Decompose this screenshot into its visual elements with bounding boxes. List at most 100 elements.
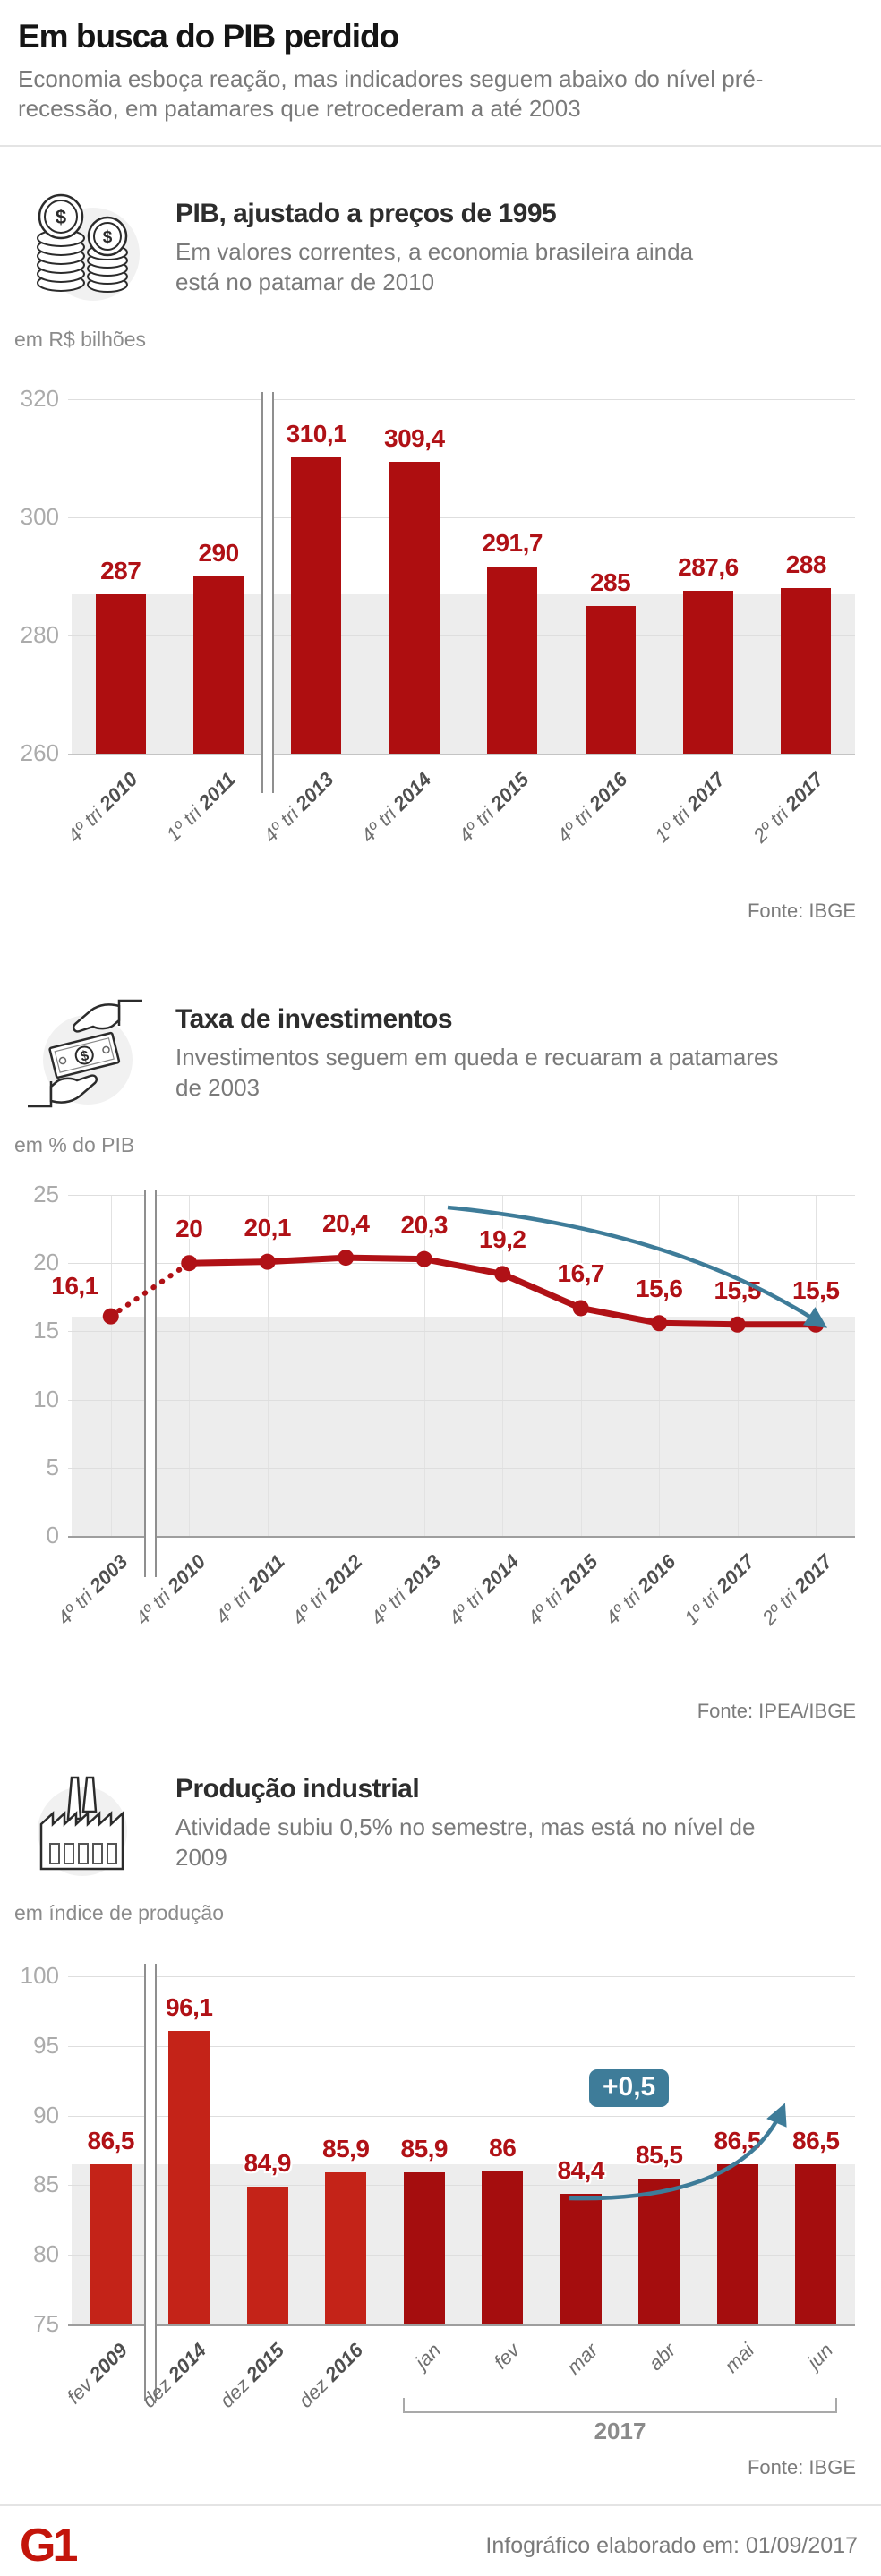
bar [638, 2178, 680, 2324]
line-marker [181, 1255, 198, 1272]
coins-icon: $ $ [27, 190, 143, 308]
reference-band [72, 593, 855, 754]
bar-value-label: 285 [589, 568, 631, 596]
section-pib-subtitle: Em valores correntes, a economia brasile… [175, 238, 694, 295]
grid-line [68, 1195, 855, 1196]
bar-value-label: 84,4 [557, 2155, 605, 2184]
pib-bar-chart: 287 290 310,1 309,4 291,7 285 287,6 288 4º tri 2… [0, 385, 881, 923]
grid-line [423, 1195, 425, 1536]
grid-line [737, 1195, 739, 1536]
y-axis-tick: 75 [33, 2310, 59, 2337]
section-investimentos-header: $ Taxa de investimentos Investimentos se… [27, 995, 860, 1113]
producao-plot-area: 86,5 96,1 84,9 85,9 85,9 86 84,4 85,5 86,5 86,5 fe… [63, 1964, 855, 2444]
section-pib-header: $ $ PIB, ajustado a preços de 1995 Em va… [27, 190, 860, 308]
grid-line [110, 1195, 112, 1536]
grid-line [68, 1399, 855, 1401]
y-axis-tick: 260 [20, 739, 59, 766]
reference-band [72, 1316, 855, 1536]
section-producao-title: Produção industrial [175, 1774, 420, 1804]
point-value-label: 20,4 [322, 1209, 370, 1238]
section-producao-subtitle: Atividade subiu 0,5% no semestre, mas es… [175, 1813, 756, 1871]
line-marker [259, 1253, 276, 1270]
y-axis-tick: 20 [33, 1249, 59, 1276]
bar-value-label: 287,6 [678, 552, 739, 581]
factory-icon [27, 1765, 143, 1883]
grid-line [68, 2045, 855, 2047]
baseline [68, 2324, 855, 2326]
y-axis-tick: 100 [20, 1962, 59, 1989]
y-axis-tick: 15 [33, 1317, 59, 1344]
investimentos-unit-label: em % do PIB [14, 1133, 135, 1156]
bracket-label: 2017 [594, 2418, 646, 2444]
grid-line [68, 635, 855, 636]
bar-value-label: 85,9 [400, 2135, 449, 2163]
bar [560, 2193, 602, 2324]
producao-unit-label: em índice de produção [14, 1901, 224, 1924]
baseline [68, 754, 855, 755]
line-marker [494, 1266, 511, 1283]
grid-line [68, 399, 855, 400]
svg-text:$: $ [56, 206, 66, 228]
point-value-label: 15,6 [636, 1275, 683, 1303]
producao-bar-chart: 86,5 96,1 84,9 85,9 85,9 86 84,4 85,5 86,5 86,5 fe… [0, 1962, 881, 2479]
y-axis-tick: 10 [33, 1385, 59, 1412]
y-axis-tick: 95 [33, 2031, 59, 2059]
page-title: Em busca do PIB perdido [18, 18, 399, 55]
baseline [68, 1536, 855, 1538]
grid-line [659, 1195, 661, 1536]
bar [487, 566, 538, 754]
trend-arrow [569, 2103, 787, 2201]
bar-value-label: 288 [785, 550, 827, 579]
bar [389, 461, 440, 754]
pib-plot-area: 287 290 310,1 309,4 291,7 285 287,6 288 4º tri 2… [63, 392, 855, 847]
bar-value-label: 291,7 [482, 528, 543, 557]
grid-line [68, 2255, 855, 2256]
bar-value-label: 310,1 [286, 420, 347, 448]
bar [781, 588, 832, 754]
grid-line [580, 1195, 582, 1536]
footer-note: Infográfico elaborado em: 01/09/2017 [485, 2532, 858, 2558]
bar [585, 606, 636, 754]
point-value-label: 16,7 [557, 1259, 605, 1288]
pib-unit-label: em R$ bilhões [14, 328, 147, 351]
y-axis-tick: 280 [20, 621, 59, 648]
investimentos-line-chart: 16,1 20 20,1 20,4 20,3 19,2 16,7 15,6 15,5 15,5 4º… [0, 1181, 881, 1723]
page-header: Em busca do PIB perdido Economia esboça … [0, 0, 881, 147]
line-marker [572, 1300, 589, 1317]
point-value-label: 20,3 [400, 1210, 449, 1239]
y-axis-tick: 90 [33, 2101, 59, 2128]
bar-value-label: 86,5 [792, 2127, 840, 2155]
y-axis-tick: 85 [33, 2171, 59, 2198]
bar-value-label: 85,5 [636, 2140, 683, 2169]
grid-line [189, 1195, 191, 1536]
grid-line [502, 1195, 504, 1536]
bar [403, 2172, 445, 2324]
section-investimentos-subtitle: Investimentos seguem em queda e recuaram… [175, 1044, 779, 1101]
grid-line [68, 1331, 855, 1333]
axis-break [143, 1964, 157, 2401]
point-value-label: 19,2 [479, 1225, 526, 1254]
bar-value-label: 96,1 [166, 1992, 213, 2021]
bar [95, 593, 146, 754]
g1-logo: G1 [20, 2520, 90, 2572]
bar [795, 2164, 837, 2324]
y-axis-tick: 320 [20, 385, 59, 412]
annotation-badge: +0,5 [589, 2069, 670, 2107]
line-marker [102, 1308, 119, 1325]
y-axis-tick: 25 [33, 1181, 59, 1207]
bar-value-label: 86,5 [87, 2127, 135, 2155]
line-marker [729, 1316, 746, 1333]
bar-value-label: 84,9 [244, 2148, 292, 2177]
producao-source: Fonte: IBGE [747, 2456, 856, 2478]
bar [325, 2172, 367, 2324]
page-footer: G1 Infográfico elaborado em: 01/09/2017 [0, 2504, 881, 2576]
trend-arrow [447, 1205, 828, 1328]
y-axis-tick: 300 [20, 503, 59, 530]
bar [682, 590, 733, 754]
bar [193, 576, 244, 754]
bar-value-label: 85,9 [322, 2135, 370, 2163]
grid-line [68, 517, 855, 518]
grid-line [68, 1467, 855, 1469]
grid-line [68, 1976, 855, 1977]
